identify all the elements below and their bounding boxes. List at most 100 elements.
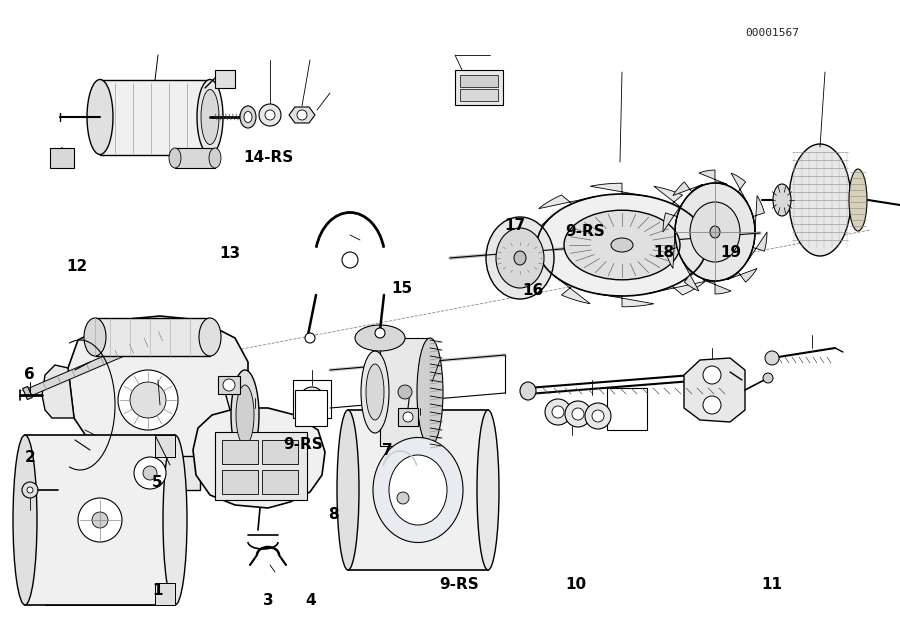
Polygon shape [663, 203, 682, 232]
Ellipse shape [690, 202, 740, 262]
Ellipse shape [789, 144, 851, 256]
Circle shape [78, 498, 122, 542]
Polygon shape [100, 456, 200, 490]
Circle shape [545, 399, 571, 425]
Polygon shape [682, 262, 699, 291]
Polygon shape [22, 387, 32, 399]
Circle shape [565, 401, 591, 427]
Ellipse shape [675, 183, 755, 281]
Polygon shape [68, 316, 248, 462]
Polygon shape [684, 358, 745, 422]
Bar [295, 390, 327, 426]
Polygon shape [590, 184, 648, 196]
Ellipse shape [398, 385, 412, 399]
Text: 17: 17 [504, 218, 526, 233]
Circle shape [27, 487, 33, 493]
Circle shape [585, 403, 611, 429]
Circle shape [765, 351, 779, 365]
Ellipse shape [169, 148, 181, 168]
Ellipse shape [201, 90, 219, 145]
Circle shape [342, 252, 358, 268]
Bar [175, 148, 215, 168]
Circle shape [375, 328, 385, 338]
Polygon shape [289, 107, 315, 123]
Bar [155, 583, 175, 605]
Ellipse shape [84, 318, 106, 356]
Ellipse shape [611, 238, 633, 252]
Text: 7: 7 [382, 443, 392, 458]
Circle shape [265, 110, 275, 120]
Ellipse shape [520, 382, 536, 400]
Ellipse shape [209, 148, 221, 168]
Text: 9-RS: 9-RS [439, 577, 479, 592]
Text: 11: 11 [761, 577, 783, 592]
Ellipse shape [366, 364, 384, 420]
Text: 16: 16 [522, 283, 544, 298]
Polygon shape [193, 408, 325, 508]
Text: 13: 13 [219, 246, 240, 262]
Bar [262, 470, 298, 494]
Ellipse shape [361, 351, 389, 433]
Bar [100, 80, 210, 155]
Polygon shape [673, 182, 703, 196]
Polygon shape [731, 173, 747, 203]
Ellipse shape [13, 435, 37, 605]
Ellipse shape [244, 112, 252, 123]
Ellipse shape [87, 79, 113, 154]
Ellipse shape [197, 79, 223, 154]
Circle shape [143, 466, 157, 480]
Text: 4: 4 [305, 592, 316, 608]
Circle shape [592, 410, 604, 422]
Bar [50, 148, 74, 168]
Bar [460, 75, 498, 87]
Ellipse shape [564, 210, 680, 280]
Bar [348, 410, 488, 570]
Polygon shape [42, 365, 74, 418]
Text: 19: 19 [720, 245, 742, 260]
Ellipse shape [417, 338, 443, 446]
Ellipse shape [496, 228, 544, 288]
Circle shape [703, 366, 721, 384]
Bar [25, 435, 175, 605]
Bar [262, 440, 298, 464]
Ellipse shape [373, 438, 463, 542]
Circle shape [307, 394, 317, 404]
Text: 2: 2 [24, 450, 35, 465]
Text: 00001567: 00001567 [745, 28, 799, 38]
Ellipse shape [532, 193, 712, 297]
Circle shape [223, 379, 235, 391]
Bar [455, 70, 503, 105]
Polygon shape [747, 232, 767, 262]
Text: 10: 10 [565, 577, 587, 592]
Circle shape [259, 104, 281, 126]
Bar [222, 440, 258, 464]
Circle shape [297, 110, 307, 120]
Text: 18: 18 [653, 245, 675, 260]
Ellipse shape [849, 169, 867, 231]
Polygon shape [727, 269, 757, 282]
Circle shape [305, 333, 315, 343]
Text: 9-RS: 9-RS [284, 437, 323, 452]
Text: 12: 12 [66, 259, 87, 274]
Circle shape [703, 396, 721, 414]
Polygon shape [29, 326, 176, 396]
Bar [215, 432, 307, 500]
Circle shape [92, 512, 108, 528]
Ellipse shape [231, 370, 259, 460]
Polygon shape [596, 293, 653, 307]
Circle shape [763, 373, 773, 383]
Polygon shape [753, 196, 764, 232]
Bar [222, 470, 258, 494]
Text: 9-RS: 9-RS [565, 224, 605, 239]
Ellipse shape [240, 106, 256, 128]
Polygon shape [699, 170, 727, 184]
Circle shape [403, 412, 413, 422]
Circle shape [22, 482, 38, 498]
Bar [380, 338, 430, 446]
Polygon shape [554, 275, 590, 304]
Ellipse shape [486, 217, 554, 299]
Polygon shape [665, 232, 677, 269]
Polygon shape [539, 195, 596, 209]
Bar [460, 89, 498, 101]
Polygon shape [648, 281, 706, 295]
